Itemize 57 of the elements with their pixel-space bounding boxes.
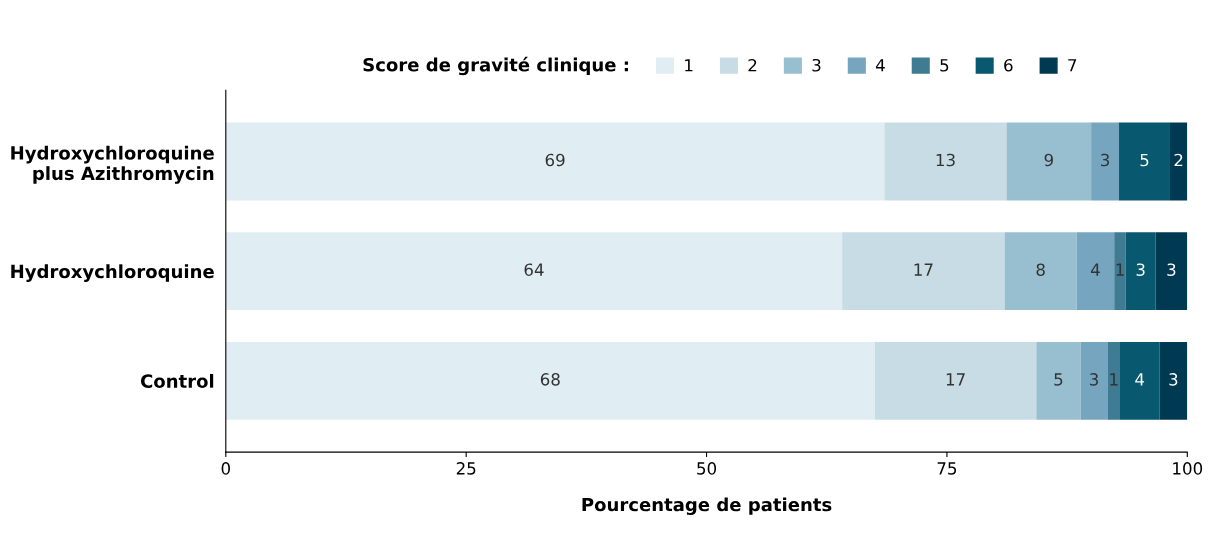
data-label: 3 (1101, 153, 1110, 167)
legend-label: 1 (685, 59, 693, 72)
data-label: 3 (1167, 263, 1176, 276)
data-label: 4 (1090, 263, 1100, 276)
legend-label: 6 (1004, 58, 1013, 72)
legend-label: 4 (875, 59, 885, 72)
bar (1107, 341, 1120, 420)
y-tick-label: Hydroxychloroquine plus Azithromycin (11, 145, 214, 184)
data-label: 68 (540, 373, 560, 386)
data-label: 4 (1135, 373, 1145, 386)
bar (842, 232, 1005, 311)
y-tick-label: Control (140, 373, 214, 388)
data-label: 1 (1110, 373, 1118, 386)
x-tick-label: 50 (697, 462, 717, 475)
data-label: 8 (1036, 263, 1045, 276)
data-label: 9 (1044, 153, 1053, 167)
bar (1004, 232, 1077, 311)
data-label: 2 (1174, 153, 1183, 167)
data-label: 17 (946, 373, 965, 386)
bar (1155, 232, 1188, 311)
data-label: 1 (1116, 263, 1124, 276)
x-tick-label: 25 (456, 462, 476, 475)
bar (1091, 122, 1120, 201)
data-label: 3 (1090, 373, 1098, 386)
bar (1119, 122, 1170, 201)
bar (884, 122, 1007, 201)
x-tick-label: 0 (221, 462, 230, 475)
data-label: 5 (1140, 153, 1149, 167)
legend-label: 3 (812, 58, 821, 72)
bar (225, 232, 843, 311)
bar (1159, 341, 1188, 420)
data-label: 5 (1054, 373, 1063, 386)
legend-label: 5 (940, 59, 949, 72)
data-label: 64 (524, 263, 544, 276)
bar (1169, 122, 1188, 201)
x-tick-label: 75 (937, 462, 957, 475)
bar (1006, 122, 1092, 201)
data-label: 3 (1169, 373, 1178, 386)
x-axis-title: Pourcentage de patients (582, 497, 832, 516)
data-label: 17 (914, 263, 933, 276)
legend-title: Score de gravité clinique : (363, 56, 628, 76)
bar (1080, 341, 1108, 420)
bar (874, 341, 1037, 420)
bar (1076, 232, 1115, 311)
data-label: 69 (545, 153, 565, 167)
bar (1125, 232, 1156, 311)
legend-label: 7 (1068, 59, 1077, 72)
data-label: 3 (1136, 263, 1145, 276)
x-tick-label: 100 (1173, 462, 1203, 475)
bar (1119, 341, 1160, 420)
bar (1114, 232, 1126, 311)
y-tick-label: Hydroxychloroquine (11, 264, 214, 282)
bar (1036, 341, 1081, 420)
bar (225, 122, 885, 201)
data-label: 13 (936, 153, 955, 167)
legend-label: 2 (748, 58, 757, 72)
bar (225, 341, 875, 420)
